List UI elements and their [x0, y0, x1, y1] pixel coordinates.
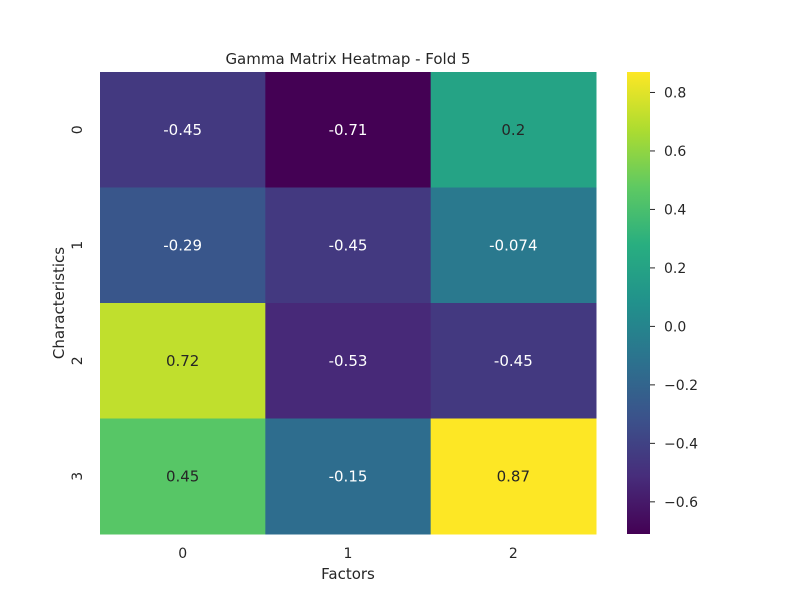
colorbar-tick-label: −0.4: [664, 436, 698, 452]
heatmap-cell-label: 0.72: [166, 352, 199, 370]
heatmap-cell: [430, 418, 597, 535]
heatmap-cell-label: -0.29: [163, 236, 202, 254]
colorbar-tick-label: 0.8: [664, 85, 686, 101]
x-tick-label: 0: [178, 546, 187, 562]
y-tick-label: 3: [70, 472, 86, 481]
x-axis-ticks: 0 1 2: [178, 546, 518, 562]
heatmap-cell-label: -0.074: [489, 236, 537, 254]
y-tick-label: 2: [70, 356, 86, 365]
heatmap-cell: [430, 72, 597, 188]
heatmap-cell: [265, 303, 432, 419]
heatmap-cell-label: -0.15: [329, 467, 368, 485]
x-tick-label: 1: [344, 546, 353, 562]
heatmap-cell: [100, 418, 266, 535]
heatmap-cell-label: -0.71: [329, 121, 368, 139]
heatmap-cell: [265, 187, 432, 304]
colorbar-tick-label: 0.6: [664, 144, 686, 160]
chart-title: Gamma Matrix Heatmap - Fold 5: [225, 50, 470, 68]
heatmap-cell-label: 0.87: [497, 467, 530, 485]
heatmap-cell: [100, 187, 266, 304]
x-axis-label: Factors: [321, 565, 375, 583]
heatmap-cell: [100, 72, 266, 188]
heatmap-cell-label: -0.53: [329, 352, 368, 370]
colorbar-tick-label: 0.2: [664, 261, 686, 277]
y-axis-ticks: 0 1 2 3: [70, 125, 86, 480]
heatmap-cells: [100, 72, 597, 535]
heatmap-cell: [100, 303, 266, 419]
y-tick-label: 1: [70, 241, 86, 250]
colorbar-tick-label: −0.2: [664, 378, 698, 394]
heatmap-cell-label: 0.45: [166, 467, 199, 485]
heatmap-cell-label: 0.2: [501, 121, 525, 139]
heatmap-cell-label: -0.45: [329, 236, 368, 254]
heatmap-cell-label: -0.45: [163, 121, 202, 139]
heatmap-cell: [430, 187, 597, 304]
colorbar-tick-label: 0.4: [664, 202, 686, 218]
heatmap-cell: [265, 72, 432, 188]
x-tick-label: 2: [509, 546, 518, 562]
heatmap-cell: [265, 418, 432, 535]
colorbar: [627, 72, 650, 534]
heatmap-cell-labels: -0.45 -0.71 0.2 -0.29 -0.45 -0.074 0.72 -0.53 -0…: [163, 121, 537, 486]
colorbar-tick-label: 0.0: [664, 319, 686, 335]
y-axis-label: Characteristics: [50, 247, 68, 359]
colorbar-tick-label: −0.6: [664, 495, 698, 511]
y-tick-label: 0: [70, 125, 86, 134]
heatmap-cell-label: -0.45: [494, 352, 533, 370]
colorbar-ticks: −0.6 −0.4 −0.2 0.0 0.2 0.4 0.6 0.8: [650, 85, 698, 511]
heatmap-cell: [430, 303, 597, 419]
